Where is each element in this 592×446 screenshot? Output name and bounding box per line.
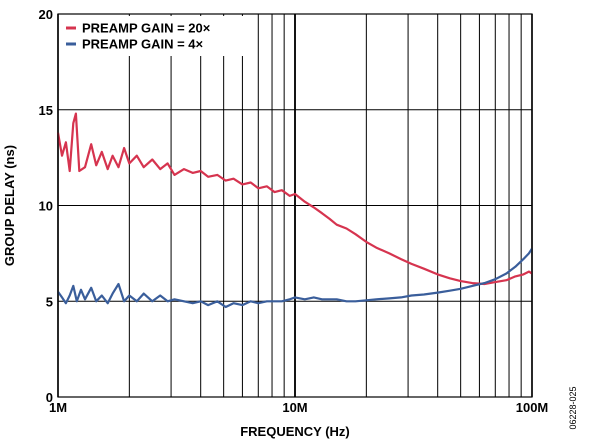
series-line-gain-20x bbox=[56, 112, 533, 286]
x-axis-title: FREQUENCY (Hz) bbox=[240, 424, 350, 439]
x-tick-label: 100M bbox=[516, 400, 549, 415]
series-line-gain-4x bbox=[57, 248, 533, 309]
grid-lines bbox=[57, 13, 533, 398]
legend-label: PREAMP GAIN = 20× bbox=[82, 21, 211, 36]
y-tick-label: 10 bbox=[39, 199, 53, 214]
legend: PREAMP GAIN = 20×PREAMP GAIN = 4× bbox=[60, 16, 256, 56]
y-tick-label: 15 bbox=[39, 103, 53, 118]
x-tick-labels: 1M 10M 100M bbox=[49, 400, 548, 415]
y-tick-label: 20 bbox=[39, 7, 53, 22]
legend-label: PREAMP GAIN = 4× bbox=[82, 37, 204, 52]
y-tick-labels: 0 5 10 15 20 bbox=[39, 7, 53, 405]
y-tick-label: 0 bbox=[46, 390, 53, 405]
y-axis-title: GROUP DELAY (ns) bbox=[2, 145, 17, 266]
y-tick-label: 5 bbox=[46, 294, 53, 309]
plot-frame bbox=[57, 13, 533, 398]
series-lines bbox=[56, 112, 533, 309]
x-tick-label: 10M bbox=[282, 400, 307, 415]
figure-id: 06228-025 bbox=[568, 386, 578, 429]
legend-background bbox=[60, 16, 256, 56]
x-tick-label: 1M bbox=[49, 400, 67, 415]
